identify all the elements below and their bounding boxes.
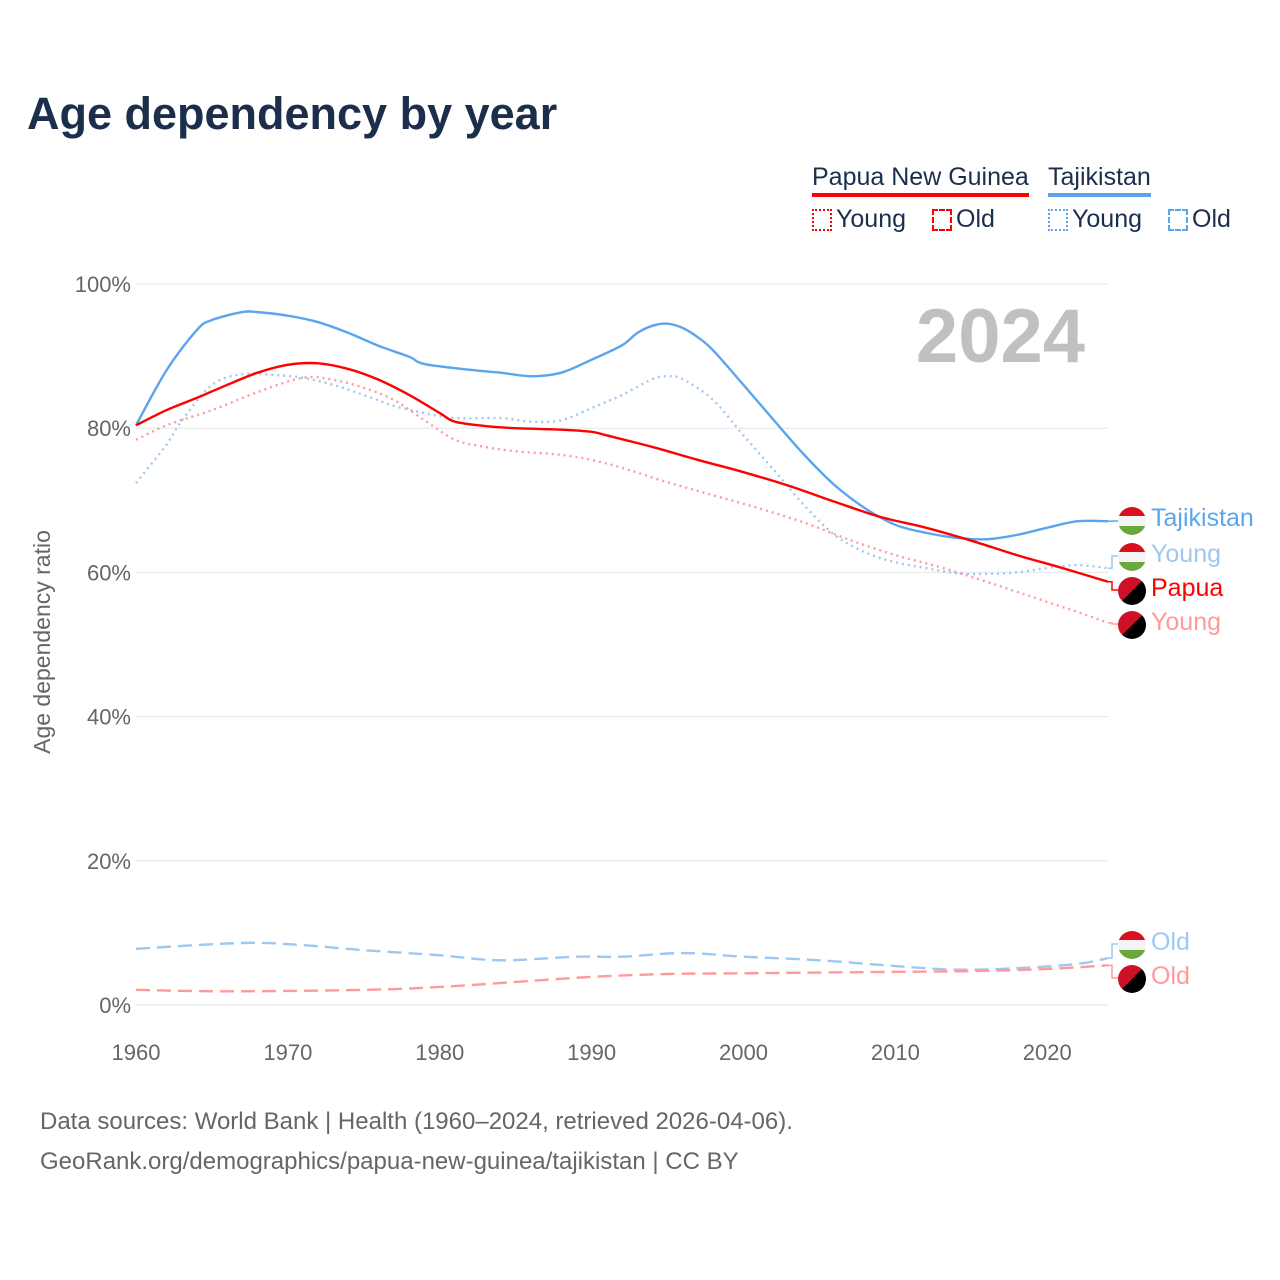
legend-tjk-label: Tajikistan [1048, 163, 1151, 197]
dotted-swatch-icon [1048, 209, 1068, 231]
end-connector [1108, 622, 1118, 625]
y-tick-label: 0% [99, 993, 131, 1018]
chart-title: Age dependency by year [27, 88, 558, 139]
legend-png-young[interactable]: Young [812, 205, 906, 234]
series-line-tjk_total [134, 310, 1109, 541]
legend-png-label: Papua New Guinea [812, 163, 1029, 197]
legend-label: Old [1192, 205, 1231, 233]
x-tick-label: 1980 [415, 1040, 464, 1065]
legend-label: Young [1072, 205, 1142, 233]
papua-flag-icon [1118, 577, 1146, 605]
series-line-png_old [135, 964, 1109, 993]
x-tick-label: 2000 [719, 1040, 768, 1065]
y-tick-label: 60% [87, 560, 131, 585]
y-tick-label: 100% [75, 272, 131, 297]
y-tick-label: 40% [87, 705, 131, 730]
source-link[interactable]: GeoRank.org/demographics/papua-new-guine… [40, 1148, 739, 1175]
end-label-png-young: Young [1151, 608, 1221, 636]
x-tick-label: 1970 [263, 1040, 312, 1065]
end-label-tjk-total: Tajikistan [1151, 504, 1254, 532]
legend-tjk-old[interactable]: Old [1168, 205, 1231, 234]
end-connector [1108, 964, 1118, 979]
series-line-tjk_old [135, 941, 1109, 971]
y-tick-label: 20% [87, 849, 131, 874]
legend-tjk[interactable]: Tajikistan [1048, 163, 1151, 197]
series-line-png_total [135, 361, 1109, 583]
end-connector [1108, 581, 1118, 591]
dashed-swatch-icon [932, 209, 952, 231]
end-connector [1108, 943, 1118, 959]
end-label-tjk-old: Old [1151, 928, 1190, 956]
x-tick-label: 1990 [567, 1040, 616, 1065]
series-line-png_young [135, 375, 1109, 625]
y-axis-label: Age dependency ratio [29, 530, 55, 754]
legend-label: Old [956, 205, 995, 233]
end-label-png-old: Old [1151, 962, 1190, 990]
legend-label: Young [836, 205, 906, 233]
x-tick-label: 2020 [1023, 1040, 1072, 1065]
x-tick-label: 2010 [871, 1040, 920, 1065]
x-tick-label: 1960 [112, 1040, 161, 1065]
dotted-swatch-icon [812, 209, 832, 231]
end-connector [1108, 555, 1118, 569]
end-label-tjk-young: Young [1151, 540, 1221, 568]
y-tick-label: 80% [87, 416, 131, 441]
papua-flag-icon [1118, 611, 1146, 639]
year-watermark: 2024 [916, 294, 1085, 379]
tajikistan-flag-icon [1118, 931, 1146, 959]
legend-tjk-young[interactable]: Young [1048, 205, 1142, 234]
tajikistan-flag-icon [1118, 507, 1146, 535]
end-label-png-total: Papua [1151, 574, 1224, 602]
papua-flag-icon [1118, 965, 1146, 993]
legend-png[interactable]: Papua New Guinea [812, 163, 1029, 197]
dashed-swatch-icon [1168, 209, 1188, 231]
tajikistan-flag-icon [1118, 543, 1146, 571]
series-line-tjk_young [135, 372, 1109, 576]
legend-png-old[interactable]: Old [932, 205, 995, 234]
source-line-1: Data sources: World Bank | Health (1960–… [40, 1108, 793, 1135]
